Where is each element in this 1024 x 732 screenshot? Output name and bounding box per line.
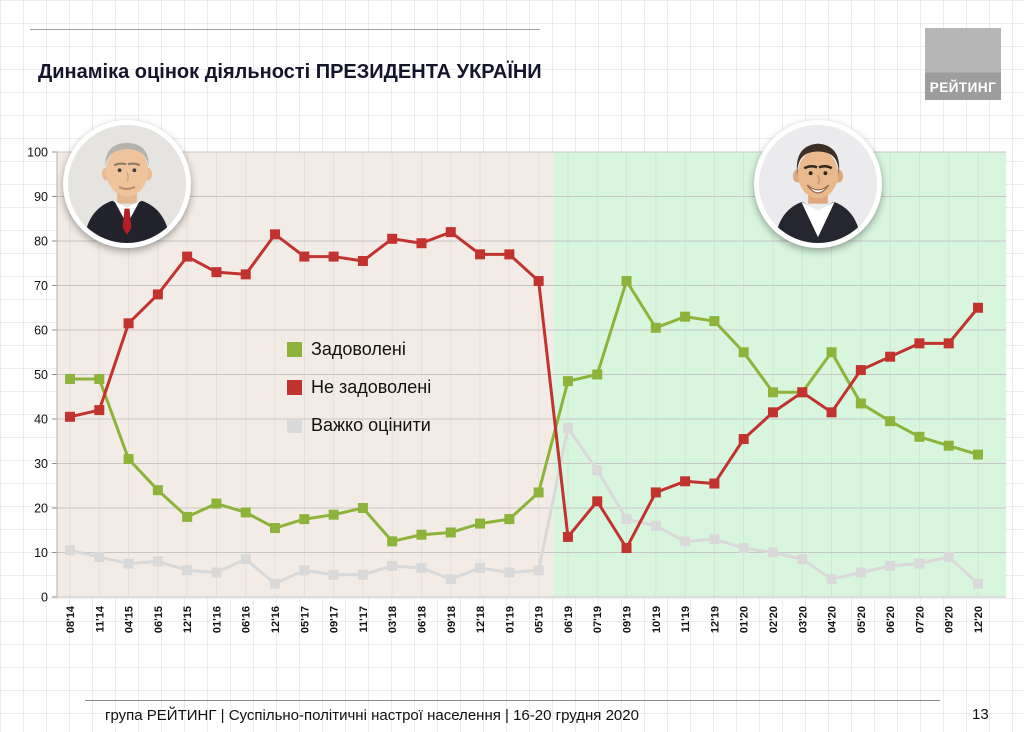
legend-label: Важко оцінити [311, 414, 431, 435]
svg-text:70: 70 [34, 279, 48, 293]
rating-logo: РЕЙТИНГ [925, 28, 1001, 100]
svg-text:80: 80 [34, 235, 48, 249]
legend-item-satisfied: Задоволені [287, 330, 431, 368]
svg-text:07'20: 07'20 [914, 606, 926, 633]
svg-text:06'15: 06'15 [153, 606, 165, 633]
top-divider [30, 29, 540, 30]
svg-text:06'18: 06'18 [416, 606, 428, 633]
svg-text:02'20: 02'20 [768, 606, 780, 633]
page-title: Динаміка оцінок діяльності ПРЕЗИДЕНТА УК… [38, 61, 542, 84]
legend-item-hard-to-say: Важко оцінити [287, 406, 431, 444]
svg-text:11'19: 11'19 [680, 606, 692, 632]
svg-text:07'19: 07'19 [592, 606, 604, 633]
svg-text:12'19: 12'19 [709, 606, 721, 633]
svg-text:03'20: 03'20 [797, 606, 809, 633]
svg-text:12'15: 12'15 [182, 606, 194, 633]
svg-text:05'17: 05'17 [299, 606, 311, 633]
svg-text:03'18: 03'18 [387, 606, 399, 633]
svg-text:10: 10 [34, 546, 48, 560]
svg-text:20: 20 [34, 502, 48, 516]
svg-text:60: 60 [34, 324, 48, 338]
svg-text:04'15: 04'15 [124, 606, 136, 633]
svg-text:09'20: 09'20 [944, 606, 956, 633]
svg-text:50: 50 [34, 368, 48, 382]
zelensky-photo [754, 120, 882, 248]
svg-text:40: 40 [34, 413, 48, 427]
svg-text:01'16: 01'16 [211, 606, 223, 633]
footer-caption: група РЕЙТИНГ | Суспільно-політичні наст… [105, 707, 639, 724]
svg-text:12'16: 12'16 [270, 606, 282, 633]
satisfied-swatch-icon [287, 341, 302, 357]
svg-text:12'18: 12'18 [475, 606, 487, 633]
svg-text:01'19: 01'19 [504, 606, 516, 633]
chart-legend: Задоволені Не задоволені Важко оцінити [287, 330, 431, 444]
svg-text:05'19: 05'19 [534, 606, 546, 633]
svg-text:06'20: 06'20 [885, 606, 897, 633]
svg-text:12'20: 12'20 [973, 606, 985, 633]
svg-text:09'18: 09'18 [446, 606, 458, 633]
svg-text:30: 30 [34, 457, 48, 471]
legend-label: Задоволені [311, 338, 406, 359]
hard-to-say-swatch-icon [287, 417, 302, 433]
svg-text:100: 100 [27, 146, 48, 160]
svg-text:06'16: 06'16 [241, 606, 253, 633]
svg-text:90: 90 [34, 190, 48, 204]
legend-label: Не задоволені [311, 376, 432, 397]
svg-text:09'19: 09'19 [622, 606, 634, 633]
svg-text:05'20: 05'20 [856, 606, 868, 633]
svg-text:01'20: 01'20 [739, 606, 751, 633]
svg-text:06'19: 06'19 [563, 606, 575, 633]
svg-text:11'14: 11'14 [94, 605, 106, 632]
svg-text:04'20: 04'20 [827, 606, 839, 633]
svg-text:08'14: 08'14 [65, 605, 77, 633]
svg-text:11'17: 11'17 [358, 606, 370, 632]
legend-item-not-satisfied: Не задоволені [287, 368, 431, 406]
svg-text:10'19: 10'19 [651, 606, 663, 633]
svg-text:09'17: 09'17 [329, 606, 341, 633]
poroshenko-photo [63, 120, 191, 248]
page-number: 13 [972, 706, 989, 723]
svg-text:0: 0 [41, 591, 48, 605]
not-satisfied-swatch-icon [287, 379, 302, 395]
rating-logo-text: РЕЙТИНГ [929, 80, 997, 95]
footer-divider [85, 700, 940, 701]
